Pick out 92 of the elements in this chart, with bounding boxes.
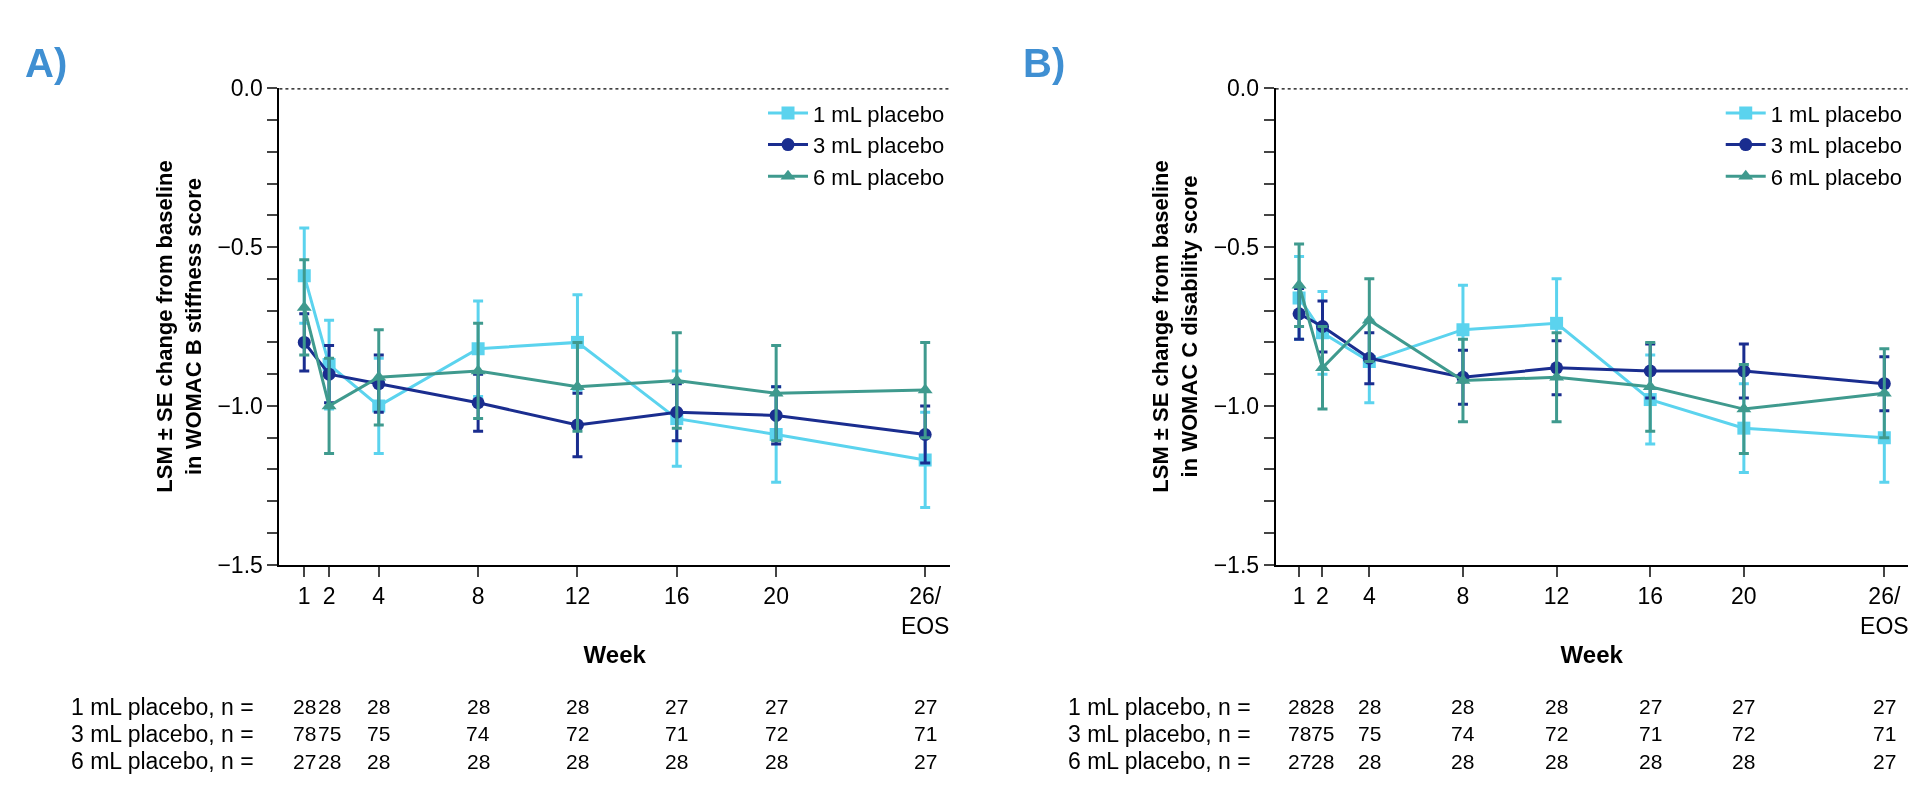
text: 28 [1311,695,1335,718]
text: 28 [1545,695,1569,718]
point [1456,323,1470,337]
text: 27 [293,750,317,773]
y-tick-label: −0.5 [1213,234,1260,261]
text: 28 [1732,750,1756,773]
y-tick-label: 0.0 [230,75,263,102]
x-tick-label: 4 [1362,583,1376,610]
text: 28 [1311,750,1335,773]
text: 74 [1451,722,1475,745]
text: 28 [1288,695,1312,718]
text: 1 mL placebo, n = [71,694,254,720]
y-tick-label: −0.5 [217,234,263,261]
text: 28 [1451,750,1475,773]
x-tick-label: 12 [1543,583,1570,610]
legend-label: 1 mL placebo [1770,101,1903,127]
point [1550,316,1564,330]
x-tick-label: 20 [1731,583,1757,610]
legend-label: 3 mL placebo [1770,133,1903,159]
text: 1 mL placebo, n = [1068,694,1251,720]
legend-label: 6 mL placebo [813,164,945,190]
x-tick-label: 2 [1316,583,1329,610]
text: 28 [1451,695,1475,718]
text: 27 [665,695,689,718]
text: 72 [1732,722,1756,745]
chart-title: B) [1023,41,1066,85]
y-axis-title: LSM ± SE change from baseline in WOMAC C disability score [1148,160,1202,493]
text: 28 [467,695,491,718]
text: 28 [1639,750,1663,773]
x-tick-label: 2 [322,583,336,610]
text: 78 [293,722,317,745]
text: 28 [318,695,342,718]
text: 27 [1732,695,1756,718]
legend-label: 3 mL placebo [813,133,945,159]
text: 72 [765,722,789,745]
x-tick-label: 20 [763,583,789,610]
y-axis-title: LSM ± SE change from baseline in WOMAC B stiffness score [152,160,206,493]
x-axis-title: Week [1560,641,1624,669]
text: 28 [467,750,491,773]
text: 74 [466,722,490,745]
x-tick-label: 26/ EOS [900,583,950,640]
text: 28 [765,750,789,773]
text: 28 [1545,750,1569,773]
y-tick-label: −1.5 [1213,551,1260,578]
x-tick-label: 26/ EOS [1860,583,1909,640]
x-tick-label: 1 [1292,583,1306,610]
text: 71 [1639,722,1663,745]
text: 28 [566,695,590,718]
text: 78 [1288,722,1312,745]
text: 27 [1873,695,1897,718]
legend-label: 1 mL placebo [813,101,945,127]
text: 72 [566,722,590,745]
text: 27 [914,695,938,718]
text: 27 [1639,695,1663,718]
text: 28 [1358,695,1382,718]
text: 28 [566,750,590,773]
text: 72 [1545,722,1569,745]
text: 75 [1358,722,1382,745]
text: 3 mL placebo, n = [71,721,254,747]
x-tick-label: 8 [471,583,485,610]
text: 6 mL placebo, n = [71,748,254,774]
text: 71 [665,722,689,745]
y-tick-label: −1.0 [217,392,263,419]
y-tick-label: −1.0 [1213,392,1260,419]
text: 28 [318,750,342,773]
text: 71 [1873,722,1897,745]
text: 28 [1358,750,1382,773]
text: 28 [293,695,317,718]
x-tick-label: 12 [564,583,591,610]
text: 28 [665,750,689,773]
text: 28 [367,695,391,718]
x-tick-label: 16 [664,583,690,610]
text: 75 [1311,722,1335,745]
x-tick-label: 1 [297,583,311,610]
text: 28 [367,750,391,773]
x-tick-label: 4 [372,583,386,610]
text: 3 mL placebo, n = [1068,721,1251,747]
text: 71 [914,722,938,745]
x-tick-label: 16 [1637,583,1664,610]
text: 75 [367,722,391,745]
text: 6 mL placebo, n = [1068,748,1251,774]
x-axis-title: Week [583,641,647,669]
y-tick-label: −1.5 [217,551,263,578]
chart-title: A) [25,41,68,85]
legend-label: 6 mL placebo [1770,164,1903,190]
x-tick-label: 8 [1456,583,1470,610]
text: 27 [1288,750,1312,773]
text: 75 [318,722,342,745]
y-tick-label: 0.0 [1227,75,1260,102]
text: 27 [1873,750,1897,773]
text: 27 [765,695,789,718]
text: 27 [914,750,938,773]
